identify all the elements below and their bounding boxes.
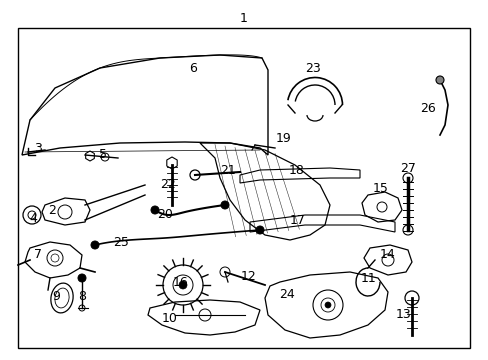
- Text: 24: 24: [279, 288, 294, 302]
- Text: 1: 1: [240, 12, 247, 24]
- Text: 20: 20: [157, 208, 173, 221]
- Bar: [18, 28, 469, 348]
- Text: 18: 18: [288, 163, 305, 176]
- Text: 9: 9: [52, 289, 60, 302]
- Text: 27: 27: [399, 162, 415, 175]
- Text: 11: 11: [360, 271, 376, 284]
- Text: 17: 17: [289, 213, 305, 226]
- Text: 22: 22: [160, 179, 176, 192]
- Circle shape: [78, 274, 86, 282]
- Text: 23: 23: [305, 62, 320, 75]
- Text: 15: 15: [372, 181, 388, 194]
- Text: 25: 25: [113, 235, 129, 248]
- Circle shape: [325, 302, 330, 308]
- Text: 13: 13: [395, 309, 411, 321]
- Text: 16: 16: [173, 276, 188, 289]
- Circle shape: [435, 76, 443, 84]
- Text: 12: 12: [241, 270, 256, 284]
- Text: 5: 5: [99, 148, 107, 162]
- Text: 7: 7: [34, 248, 42, 261]
- Text: 8: 8: [78, 289, 86, 302]
- Text: 3: 3: [34, 141, 42, 154]
- Text: 6: 6: [189, 62, 197, 75]
- Circle shape: [179, 281, 186, 289]
- Text: 4: 4: [29, 211, 37, 225]
- Text: 19: 19: [276, 131, 291, 144]
- Text: 10: 10: [162, 311, 178, 324]
- Circle shape: [256, 226, 264, 234]
- Circle shape: [91, 241, 99, 249]
- Text: 21: 21: [220, 163, 235, 176]
- Circle shape: [151, 206, 159, 214]
- Text: 2: 2: [48, 203, 56, 216]
- Circle shape: [221, 201, 228, 209]
- Text: 26: 26: [419, 102, 435, 114]
- Text: 14: 14: [379, 248, 395, 261]
